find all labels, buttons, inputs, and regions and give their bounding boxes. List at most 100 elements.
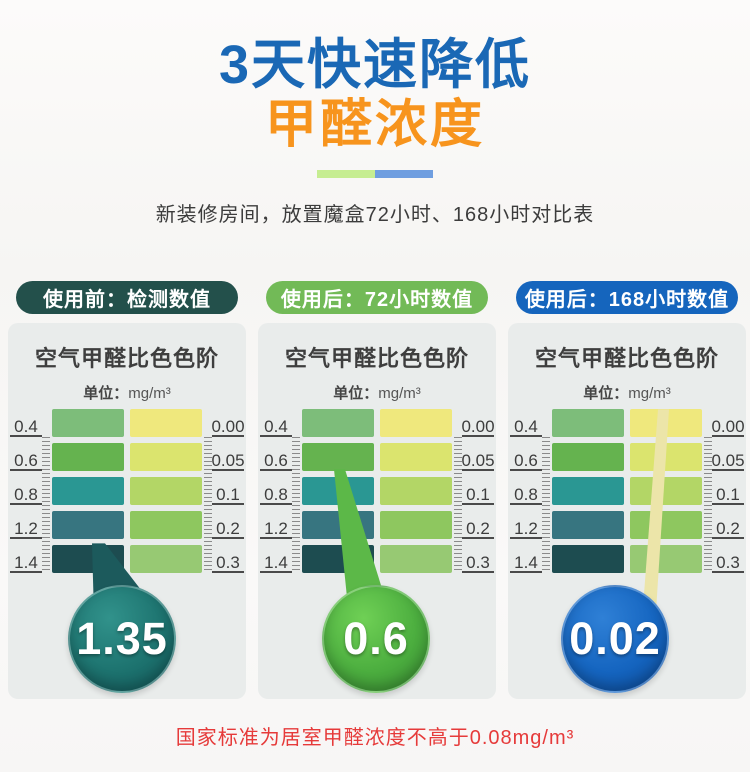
reading-circle-before: 1.35 <box>68 585 176 694</box>
reading-circle-168h: 0.02 <box>561 585 669 694</box>
left-axis-ruler-ticks <box>292 437 300 574</box>
right-axis: 0.00 0.05 0.1 0.2 0.3 <box>461 409 495 575</box>
page-title-line2: 甲醛浓度 <box>264 96 485 155</box>
color-swatch <box>630 477 702 506</box>
left-axis-ruler-ticks <box>42 437 50 574</box>
color-swatch <box>380 511 452 540</box>
panel-after-168h: 使用后：168小时数值 空气甲醛比色色阶 单位：mg/m³ 0.4 0.6 0.8 1… <box>508 281 746 700</box>
unit-line: 单位：mg/m³ <box>258 382 496 403</box>
card-before-use: 空气甲醛比色色阶 单位：mg/m³ 0.4 0.6 0.8 1.2 1.4 0.00 0.… <box>8 323 246 700</box>
right-axis: 0.00 0.05 0.1 0.2 0.3 <box>711 409 745 575</box>
left-axis-tick-label: 1.2 <box>510 517 542 540</box>
right-axis-tick-label: 0.00 <box>711 417 745 438</box>
left-axis-tick-label: 0.8 <box>10 483 42 506</box>
title-divider <box>0 170 750 179</box>
right-axis-tick-label: 0.00 <box>461 417 495 438</box>
color-scale-chart: 0.4 0.6 0.8 1.2 1.4 0.00 0.05 0.1 0.2 0.3 <box>508 409 746 575</box>
left-axis-tick-label: 1.2 <box>260 517 292 540</box>
left-axis-tick-label: 0.8 <box>510 483 542 506</box>
right-axis-tick-label: 0.2 <box>212 517 244 540</box>
color-swatch <box>630 511 702 540</box>
color-swatch <box>52 511 124 540</box>
color-swatch <box>52 477 124 506</box>
right-axis-tick-label: 0.1 <box>712 483 744 506</box>
unit-value: mg/m³ <box>378 385 421 403</box>
left-axis-tick-label: 0.4 <box>10 415 42 438</box>
chart-title: 空气甲醛比色色阶 <box>534 346 719 372</box>
right-axis-tick-label: 0.00 <box>211 417 245 438</box>
color-swatch <box>130 545 202 574</box>
left-swatch-column <box>52 409 124 574</box>
color-swatch <box>552 409 624 438</box>
right-axis-tick-label: 0.05 <box>461 451 495 472</box>
color-swatch <box>552 511 624 540</box>
color-swatch <box>52 409 124 438</box>
left-axis-tick-label: 0.6 <box>10 449 42 472</box>
panel-after-72h: 使用后：72小时数值 空气甲醛比色色阶 单位：mg/m³ 0.4 0.6 0.8 1.… <box>258 281 496 700</box>
unit-line: 单位：mg/m³ <box>508 382 746 403</box>
right-axis-tick-label: 0.05 <box>711 451 745 472</box>
color-swatch <box>552 477 624 506</box>
unit-label: 单位： <box>83 385 129 403</box>
color-scale-chart: 0.4 0.6 0.8 1.2 1.4 0.00 0.05 0.1 0.2 0.3 <box>258 409 496 575</box>
color-swatch <box>130 409 202 438</box>
color-scale-chart: 0.4 0.6 0.8 1.2 1.4 0.00 0.05 0.1 0.2 0.3 <box>8 409 246 575</box>
color-swatch <box>630 545 702 574</box>
right-axis-tick-label: 0.3 <box>212 551 244 574</box>
chart-title: 空气甲醛比色色阶 <box>284 346 469 372</box>
unit-label: 单位： <box>333 385 379 403</box>
right-axis: 0.00 0.05 0.1 0.2 0.3 <box>211 409 245 575</box>
right-axis-tick-label: 0.05 <box>211 451 245 472</box>
color-swatch <box>130 477 202 506</box>
color-swatch <box>130 511 202 540</box>
badge-after-72h: 使用后：72小时数值 <box>266 281 488 315</box>
left-axis-tick-label: 1.2 <box>10 517 42 540</box>
right-axis-tick-label: 0.2 <box>712 517 744 540</box>
header: 3天快速降低 甲醛浓度 新装修房间，放置魔盒72小时、168小时对比表 <box>0 0 750 227</box>
right-swatch-column <box>130 409 202 574</box>
left-axis-tick-label: 1.4 <box>260 551 292 574</box>
right-axis-tick-label: 0.2 <box>462 517 494 540</box>
card-after-72h: 空气甲醛比色色阶 单位：mg/m³ 0.4 0.6 0.8 1.2 1.4 0.00 0.… <box>258 323 496 700</box>
right-axis-ruler-ticks <box>204 437 212 574</box>
color-swatch <box>380 443 452 472</box>
right-axis-tick-label: 0.3 <box>462 551 494 574</box>
color-swatch <box>52 443 124 472</box>
left-axis: 0.4 0.6 0.8 1.2 1.4 <box>260 409 292 575</box>
page-title-line1: 3天快速降低 <box>218 35 532 95</box>
left-axis-tick-label: 0.6 <box>510 449 542 472</box>
divider-blue-bar <box>375 170 433 179</box>
panel-before-use: 使用前：检测数值 空气甲醛比色色阶 单位：mg/m³ 0.4 0.6 0.8 1.2 1… <box>8 281 246 700</box>
right-axis-tick-label: 0.1 <box>462 483 494 506</box>
color-swatch <box>302 409 374 438</box>
left-axis-tick-label: 0.4 <box>510 415 542 438</box>
unit-value: mg/m³ <box>128 385 171 403</box>
color-swatch <box>130 443 202 472</box>
divider-green-bar <box>317 170 375 179</box>
chart-title: 空气甲醛比色色阶 <box>34 346 219 372</box>
color-swatch <box>380 409 452 438</box>
subtitle: 新装修房间，放置魔盒72小时、168小时对比表 <box>155 204 595 227</box>
left-axis: 0.4 0.6 0.8 1.2 1.4 <box>10 409 42 575</box>
reading-circle-72h: 0.6 <box>322 585 430 694</box>
left-axis-tick-label: 0.4 <box>260 415 292 438</box>
left-axis-tick-label: 0.6 <box>260 449 292 472</box>
left-axis-tick-label: 1.4 <box>510 551 542 574</box>
left-axis: 0.4 0.6 0.8 1.2 1.4 <box>510 409 542 575</box>
color-swatch <box>380 477 452 506</box>
color-swatch <box>380 545 452 574</box>
unit-value: mg/m³ <box>628 385 671 403</box>
left-axis-tick-label: 1.4 <box>10 551 42 574</box>
comparison-panels: 使用前：检测数值 空气甲醛比色色阶 单位：mg/m³ 0.4 0.6 0.8 1.2 1… <box>0 281 750 700</box>
card-after-168h: 空气甲醛比色色阶 单位：mg/m³ 0.4 0.6 0.8 1.2 1.4 0.00 0.… <box>508 323 746 700</box>
color-swatch <box>552 545 624 574</box>
unit-line: 单位：mg/m³ <box>8 382 246 403</box>
right-axis-tick-label: 0.1 <box>212 483 244 506</box>
color-swatch <box>302 443 374 472</box>
right-axis-tick-label: 0.3 <box>712 551 744 574</box>
left-axis-tick-label: 0.8 <box>260 483 292 506</box>
badge-before-use: 使用前：检测数值 <box>16 281 238 315</box>
right-axis-ruler-ticks <box>454 437 462 574</box>
right-axis-ruler-ticks <box>704 437 712 574</box>
badge-after-168h: 使用后：168小时数值 <box>516 281 738 315</box>
